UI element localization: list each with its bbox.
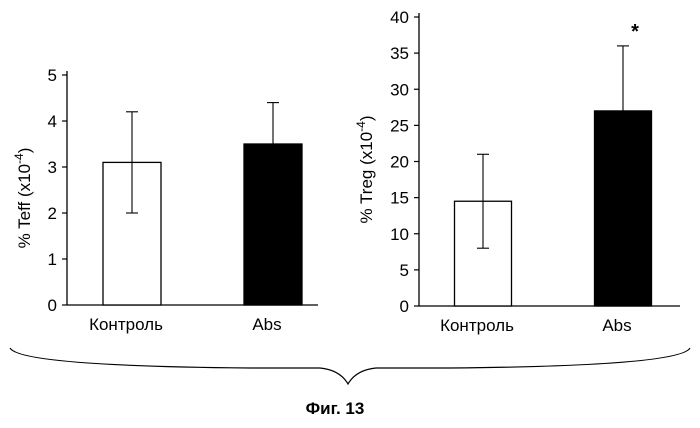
y-tick-label: 4 [48,112,57,131]
y-axis-title-text: % Teff (x10 [15,164,34,248]
y-axis-title-close: ) [357,116,376,122]
y-tick-label: 0 [400,297,409,316]
significance-marker: * [631,21,639,43]
y-tick-label: 1 [48,250,57,269]
category-label: Контроль [440,316,514,335]
category-label: Контроль [89,315,163,334]
y-tick-label: 15 [390,189,409,208]
y-axis-title-exponent: -4 [354,121,368,132]
figure-caption: Фиг. 13 [306,399,365,418]
brace [10,348,690,384]
y-axis-title: % Teff (x10-4) [12,148,34,249]
y-tick-label: 35 [390,44,409,63]
chart-teff: 0 1 2 3 4 5 % Teff (x10-4) Контроль Abs [12,66,318,334]
y-tick-label: 5 [400,261,409,280]
y-axis-title-text: % Treg (x10 [357,132,376,224]
y-tick-label: 10 [390,225,409,244]
y-tick-label: 3 [48,158,57,177]
y-axis-title-exponent: -4 [12,153,26,164]
category-label: Abs [602,316,631,335]
y-tick-label: 25 [390,116,409,135]
y-axis-title: % Treg (x10-4) [354,116,376,224]
chart-treg: 0 5 10 15 20 25 30 35 40 % Treg (x10-4) Контроль Ab… [354,8,680,335]
y-axis-title-close: ) [15,148,34,154]
y-tick-label: 2 [48,204,57,223]
y-tick-label: 0 [48,296,57,315]
category-label: Abs [252,315,281,334]
y-tick-label: 30 [390,80,409,99]
y-tick-label: 40 [390,8,409,27]
y-tick-label: 5 [48,66,57,85]
y-tick-label: 20 [390,153,409,172]
